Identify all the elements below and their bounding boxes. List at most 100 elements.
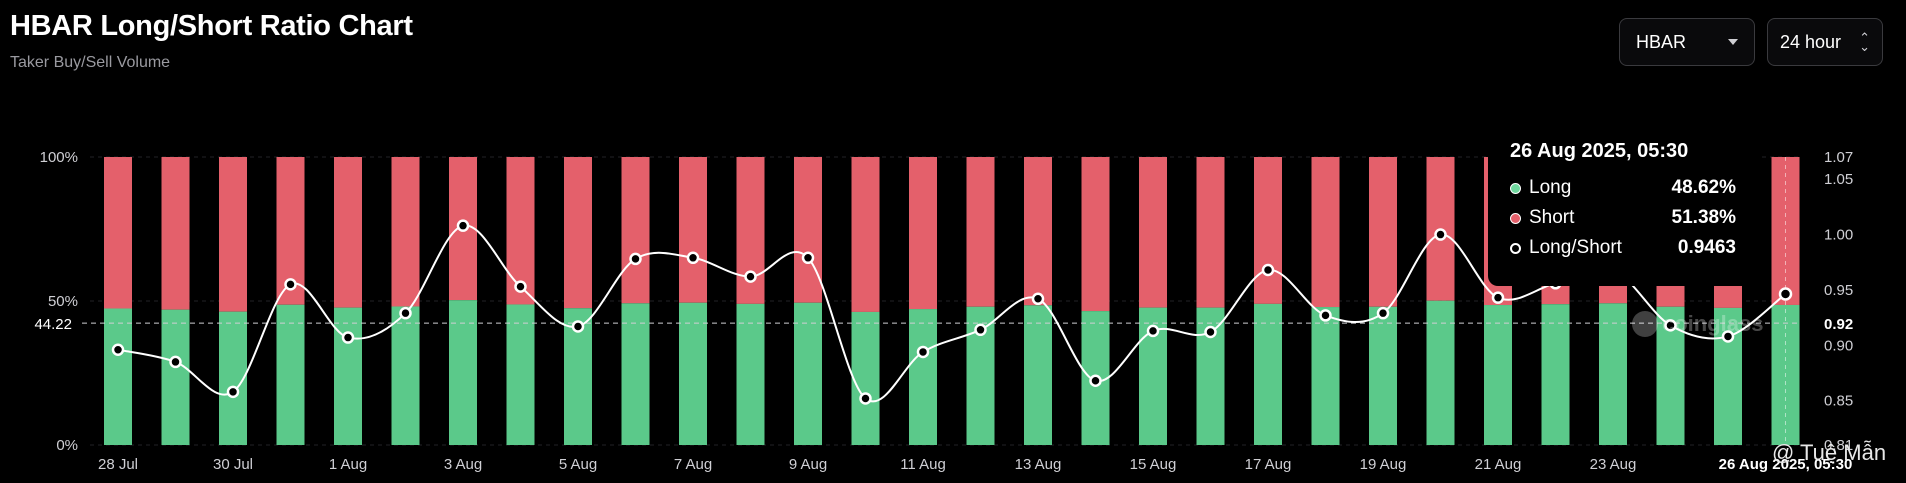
tooltip-value: 48.62% — [1671, 177, 1736, 198]
tooltip-row-long: Long 48.62% — [1510, 173, 1736, 203]
ratio-point — [226, 385, 240, 399]
ratio-point — [1031, 292, 1045, 306]
ratio-point — [1778, 287, 1793, 301]
ratio-point — [1376, 306, 1390, 320]
interval-select[interactable]: 24 hour ⌃ ⌄ — [1767, 18, 1883, 66]
short-bar — [621, 157, 650, 304]
chevron-updown-icon: ⌃ ⌄ — [1859, 30, 1870, 54]
ratio-point — [801, 251, 815, 265]
short-bar — [1139, 157, 1167, 308]
coinglass-logo-icon — [1632, 311, 1658, 337]
x-axis-tick: 9 Aug — [789, 456, 827, 473]
right-axis-tick: 1.00 — [1824, 227, 1853, 244]
ratio-point — [1146, 324, 1160, 338]
ratio-point — [974, 323, 987, 337]
ratio-point — [1434, 228, 1447, 241]
short-bar — [334, 157, 362, 308]
short-bar — [564, 157, 592, 309]
watermark-text: coinglass — [1662, 311, 1764, 336]
long-bar — [104, 308, 132, 445]
x-axis-tick: 23 Aug — [1590, 456, 1637, 473]
current-left-label: 44.22 — [34, 316, 72, 333]
short-dot-icon — [1510, 212, 1521, 224]
short-bar — [219, 157, 247, 312]
ratio-point — [744, 270, 757, 283]
ratio-point — [571, 320, 585, 333]
tooltip-row-short: Short 51.38% — [1510, 203, 1736, 233]
long-bar — [851, 311, 880, 445]
x-axis-tick: 30 Jul — [213, 456, 253, 473]
long-bar — [161, 309, 190, 445]
long-bar — [391, 306, 420, 445]
long-bar — [276, 304, 305, 445]
current-right-label: 0.92 — [1824, 316, 1853, 333]
long-bar — [736, 303, 765, 445]
x-axis-tick: 5 Aug — [559, 456, 597, 473]
long-bar — [1599, 303, 1627, 445]
long-bar — [621, 303, 650, 445]
symbol-select[interactable]: HBAR — [1619, 18, 1755, 66]
short-bar — [851, 157, 880, 312]
ratio-point — [686, 251, 700, 265]
x-axis-tick: 7 Aug — [674, 456, 712, 473]
chart-title: HBAR Long/Short Ratio Chart — [10, 10, 413, 42]
tooltip-label: Short — [1529, 207, 1575, 228]
short-bar — [161, 157, 190, 310]
x-axis-tick: 1 Aug — [329, 456, 367, 473]
x-axis-hover-badge — [1713, 451, 1858, 475]
tooltip-value: 51.38% — [1671, 207, 1736, 228]
ratio-point — [341, 331, 355, 344]
right-axis-tick: 0.85 — [1824, 393, 1853, 410]
ratio-dot-icon — [1510, 242, 1521, 254]
short-bar — [794, 157, 822, 303]
ratio-point — [1721, 330, 1735, 343]
short-bar — [1196, 157, 1225, 308]
ratio-point — [1664, 319, 1677, 332]
long-bar — [679, 302, 707, 445]
symbol-select-value: HBAR — [1636, 31, 1687, 52]
tooltip-date: 26 Aug 2025, 05:30 — [1510, 140, 1689, 162]
ratio-point — [514, 280, 527, 293]
short-bar — [1024, 157, 1052, 306]
short-bar — [1311, 157, 1340, 308]
current-right-badge — [1816, 310, 1866, 337]
ratio-point — [456, 219, 470, 232]
long-bar — [506, 304, 535, 445]
x-axis-tick: 28 Jul — [98, 456, 138, 473]
long-bar — [219, 311, 247, 445]
long-bar — [1369, 306, 1397, 445]
x-axis-tick: 3 Aug — [444, 456, 482, 473]
x-axis-tick: 21 Aug — [1475, 456, 1522, 473]
tooltip-value: 0.9463 — [1677, 237, 1736, 258]
ratio-point — [111, 343, 125, 356]
right-axis-tick: 0.90 — [1824, 337, 1853, 354]
short-bar — [966, 157, 995, 307]
ratio-point — [169, 355, 182, 369]
interval-select-value: 24 hour — [1780, 31, 1842, 52]
short-bar — [1369, 157, 1397, 307]
long-bar — [1311, 307, 1340, 445]
right-axis-tick: 0.81 — [1824, 437, 1853, 454]
ratio-point — [859, 392, 872, 405]
current-left-badge — [24, 310, 82, 337]
left-axis-tick: 50% — [48, 293, 78, 310]
long-bar — [1254, 303, 1282, 445]
right-axis-tick: 1.07 — [1824, 149, 1853, 166]
right-axis-tick: 1.05 — [1824, 171, 1853, 188]
long-bar — [449, 300, 477, 445]
short-bar — [391, 157, 420, 307]
chart-subtitle: Taker Buy/Sell Volume — [10, 54, 171, 71]
ratio-point — [1491, 291, 1505, 304]
right-axis-tick: 0.95 — [1824, 282, 1853, 299]
caret-down-icon — [1728, 39, 1738, 45]
ratio-point — [284, 278, 297, 291]
short-bar — [104, 157, 132, 309]
short-bar — [679, 157, 707, 303]
x-axis-tick: 11 Aug — [900, 456, 946, 473]
coinglass-watermark: coinglass — [1632, 311, 1763, 337]
long-bar — [1426, 300, 1455, 445]
short-bar — [1081, 157, 1110, 312]
chart-tooltip: 26 Aug 2025, 05:30 Long 48.62% Short 51.… — [1488, 128, 1758, 286]
long-bar — [909, 309, 937, 445]
long-dot-icon — [1510, 182, 1521, 194]
